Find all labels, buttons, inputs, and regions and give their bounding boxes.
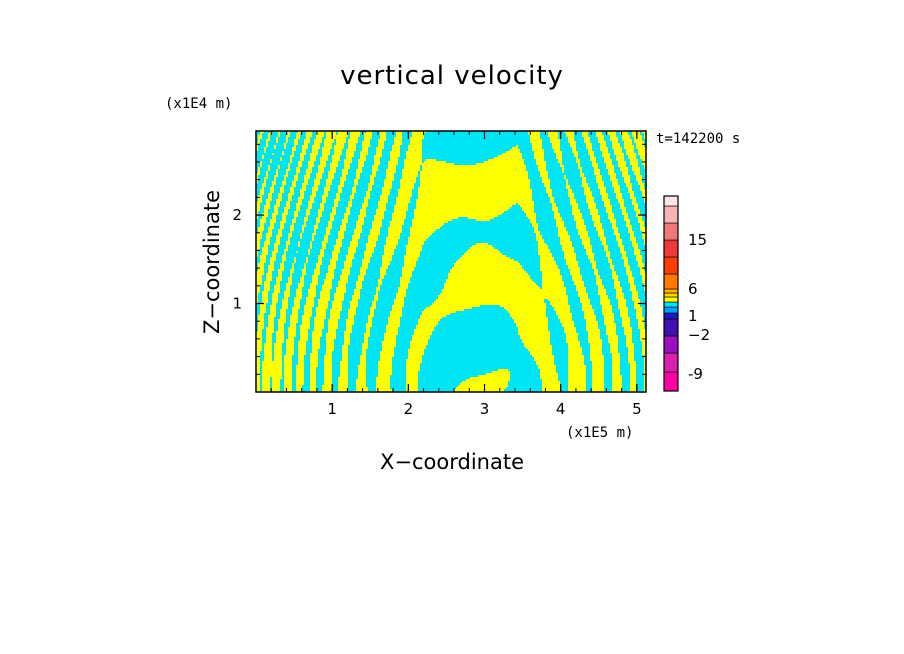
colorbar: -9 −21 6 15 [664, 196, 710, 391]
colorbar-label: 6 [688, 280, 698, 298]
colorbar-swatch [664, 293, 678, 297]
colorbar-swatch [664, 307, 678, 313]
velocity-field [256, 131, 646, 393]
colorbar-swatch [664, 240, 678, 257]
colorbar-swatch [664, 313, 678, 319]
colorbar-swatch [664, 353, 678, 372]
colorbar-swatch [664, 336, 678, 353]
colorbar-swatch [664, 302, 678, 307]
y-scale-label: (x1E4 m) [165, 96, 232, 112]
colorbar-swatch [664, 274, 678, 289]
x-tick-label: 2 [404, 400, 414, 418]
x-tick-label: 4 [556, 400, 566, 418]
colorbar-swatch [664, 372, 678, 391]
colorbar-swatch [664, 196, 678, 206]
colorbar-swatch [664, 223, 678, 240]
x-axis-label: X−coordinate [380, 450, 524, 474]
colorbar-swatch [664, 319, 678, 336]
y-tick-label: 1 [232, 295, 242, 313]
x-tick-label: 5 [632, 400, 642, 418]
time-label: t=142200 s [656, 131, 740, 147]
x-tick-label: 3 [480, 400, 490, 418]
colorbar-label: 15 [688, 231, 707, 249]
colorbar-label: −2 [688, 326, 710, 344]
y-axis-label: Z−coordinate [200, 190, 224, 334]
x-tick-label: 1 [327, 400, 337, 418]
chart-title: vertical velocity [340, 61, 564, 91]
figure: vertical velocity (x1E4 m) t=142200 s 1 2… [0, 0, 904, 654]
colorbar-swatch [664, 257, 678, 274]
colorbar-swatch [664, 289, 678, 293]
colorbar-label: 1 [688, 307, 698, 325]
colorbar-label: -9 [688, 365, 703, 383]
colorbar-swatch [664, 297, 678, 302]
x-scale-label: (x1E5 m) [566, 425, 633, 441]
y-tick-label: 2 [232, 206, 242, 224]
colorbar-swatch [664, 206, 678, 223]
